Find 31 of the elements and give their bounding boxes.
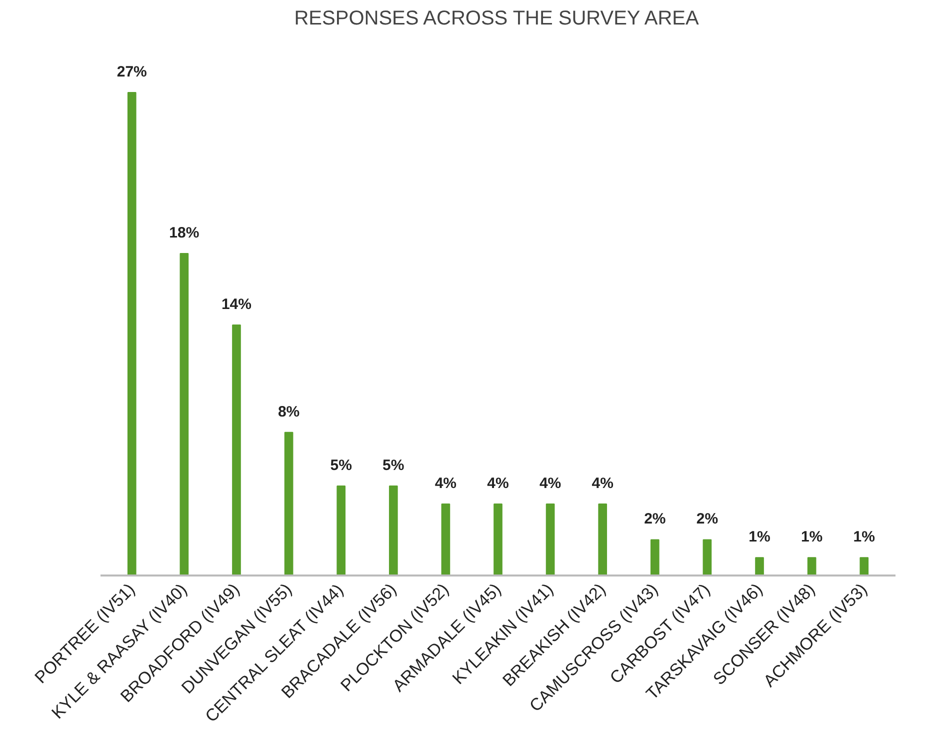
bar — [336, 486, 346, 576]
bar — [546, 503, 555, 576]
bar — [755, 557, 764, 576]
chart-title: RESPONSES ACROSS THE SURVEY AREA — [294, 8, 700, 30]
bar — [232, 324, 241, 576]
bar — [650, 539, 660, 576]
data-label: 1% — [800, 528, 823, 546]
data-label: 4% — [539, 474, 562, 492]
data-label: 2% — [644, 510, 666, 528]
bar — [598, 503, 608, 576]
data-label: 1% — [748, 528, 770, 546]
data-label: 5% — [330, 457, 352, 474]
bar — [180, 252, 189, 576]
bar — [127, 92, 136, 576]
bar — [702, 539, 712, 576]
bar — [388, 486, 398, 576]
data-label: 4% — [434, 474, 457, 492]
data-label: 27% — [116, 63, 147, 80]
data-label: 1% — [853, 528, 875, 546]
data-label: 8% — [278, 403, 300, 420]
bar — [441, 503, 450, 576]
data-label: 4% — [592, 474, 614, 492]
bar — [807, 557, 816, 576]
bar — [860, 557, 869, 576]
data-label: 5% — [382, 457, 404, 474]
bar — [494, 503, 502, 576]
data-label: 2% — [696, 510, 718, 528]
data-label: 4% — [487, 474, 509, 492]
bar — [284, 432, 294, 576]
data-label: 18% — [169, 224, 200, 242]
data-label: 14% — [221, 296, 252, 314]
